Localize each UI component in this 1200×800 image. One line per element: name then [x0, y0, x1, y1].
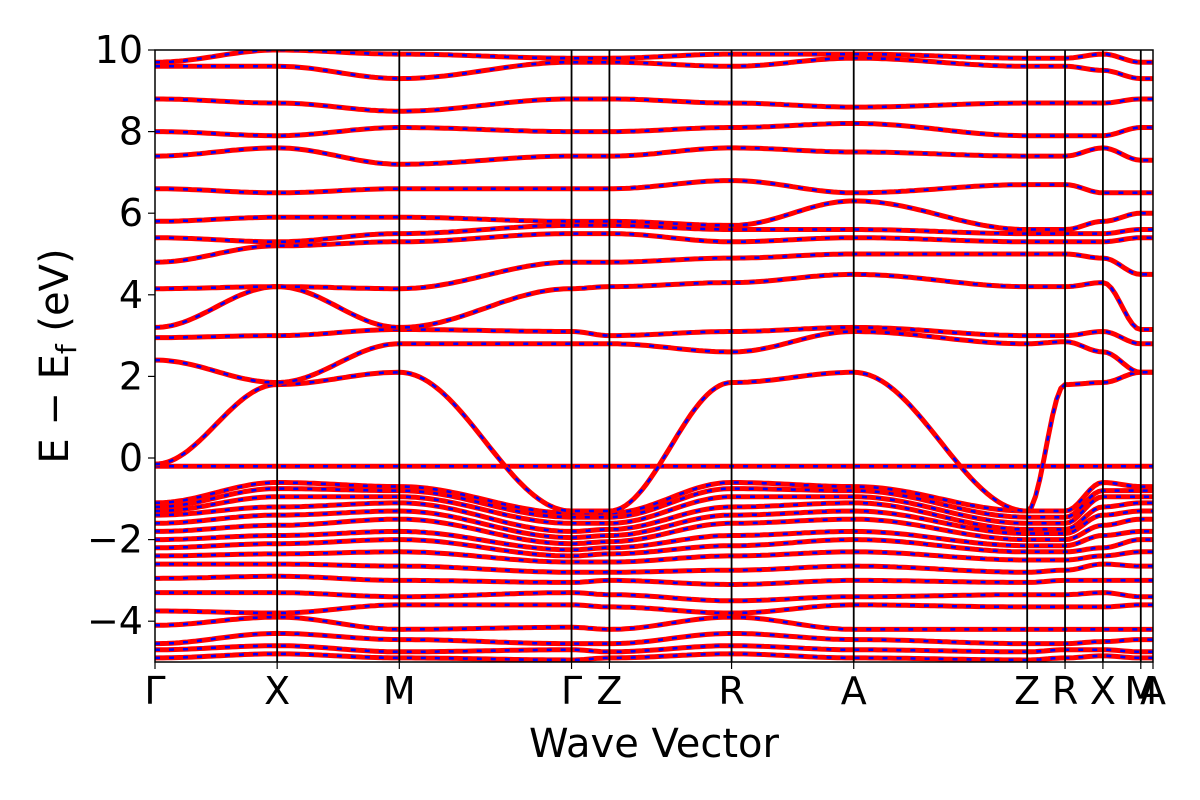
band-10-solid: [155, 537, 1153, 559]
x-tick-label-2: M: [383, 669, 416, 713]
y-tick-label-6: 8: [119, 110, 143, 154]
band-16-dashed: [155, 487, 1153, 519]
band-15-dashed: [155, 495, 1153, 525]
band-20-dashed: [155, 330, 1153, 384]
band-25-solid: [155, 222, 1153, 245]
band-21-solid: [155, 324, 1153, 347]
x-tick-label-11: A: [1140, 669, 1166, 713]
band-2-solid: [155, 643, 1153, 655]
band-7-solid: [155, 573, 1153, 587]
band-1-solid: [155, 651, 1153, 662]
band-12-dashed: [155, 517, 1153, 545]
y-tick-label-7: 10: [95, 28, 143, 72]
bands-group: [155, 50, 1153, 662]
band-3-solid: [155, 630, 1153, 647]
plot-frame: [154, 49, 1154, 663]
band-27-solid: [155, 178, 1153, 196]
band-4-solid: [155, 614, 1153, 632]
band-13-dashed: [155, 509, 1153, 539]
x-tick-label-8: R: [1052, 669, 1078, 713]
x-tick-label-7: Z: [1014, 669, 1040, 713]
band-32-solid: [155, 50, 1153, 65]
band-6-solid: [155, 590, 1153, 604]
x-tick-label-3: Γ: [561, 669, 582, 713]
band-22-solid: [155, 271, 1153, 332]
band-30-solid: [155, 96, 1153, 114]
x-tick-label-9: X: [1090, 669, 1116, 713]
band-20-solid: [155, 329, 1153, 385]
band-28-solid: [155, 145, 1153, 167]
band-8-solid: [155, 561, 1153, 575]
band-14-dashed: [155, 501, 1153, 533]
band-5-solid: [155, 602, 1153, 616]
y-tick-label-2: 0: [119, 436, 143, 480]
y-axis-label: E − Ef (eV): [32, 248, 83, 463]
y-tick-label-3: 2: [119, 354, 143, 398]
band-29-solid: [155, 120, 1153, 139]
x-tick-label-0: Γ: [144, 669, 165, 713]
y-tick-label-0: −4: [87, 599, 143, 643]
x-tick-label-6: A: [841, 669, 867, 713]
kpoint-lines-group: [276, 50, 1142, 662]
y-tick-label-5: 6: [119, 191, 143, 235]
x-tick-label-4: Z: [596, 669, 622, 713]
y-axis-label-unit: (eV): [32, 248, 78, 344]
x-tick-label-1: X: [264, 669, 290, 713]
band-17-dashed: [155, 481, 1153, 515]
band-9-solid: [155, 549, 1153, 565]
y-tick-label-1: −2: [87, 518, 143, 562]
y-axis-label-subscript: f: [50, 343, 83, 354]
band-26-solid: [155, 198, 1153, 232]
band-19-dashed: [155, 371, 1153, 513]
y-tick-label-4: 4: [119, 273, 143, 317]
x-tick-label-5: R: [718, 669, 744, 713]
y-axis: −4 −2 0 2 4 6 8 10: [87, 28, 155, 643]
x-tick-label-10: M: [1124, 669, 1157, 713]
band-22-dashed: [155, 273, 1153, 331]
x-axis-label: Wave Vector: [529, 721, 780, 767]
band-24-solid: [155, 231, 1153, 265]
band-11-solid: [155, 528, 1153, 553]
x-axis: Γ X M Γ Z R A Z R X MA: [144, 662, 1166, 713]
band-23-solid: [155, 251, 1153, 292]
y-axis-label-main: E − E: [32, 354, 78, 464]
band-31-solid: [155, 55, 1153, 82]
